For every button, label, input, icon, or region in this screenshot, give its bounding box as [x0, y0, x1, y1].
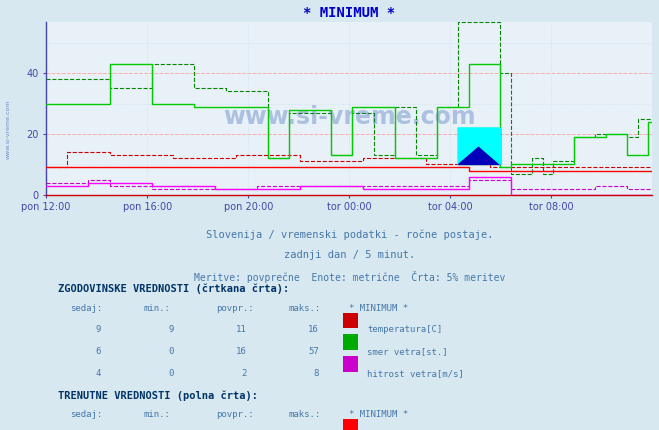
- Text: * MINIMUM *: * MINIMUM *: [349, 304, 409, 313]
- Bar: [343, 356, 358, 372]
- Polygon shape: [458, 128, 500, 164]
- Bar: [458, 128, 500, 164]
- Text: 11: 11: [235, 325, 246, 334]
- Text: min.:: min.:: [143, 304, 170, 313]
- Text: 0: 0: [168, 347, 173, 356]
- Text: Slovenija / vremenski podatki - ročne postaje.: Slovenija / vremenski podatki - ročne po…: [206, 230, 493, 240]
- Text: 8: 8: [314, 369, 319, 378]
- Text: 6: 6: [96, 347, 101, 356]
- Text: maks.:: maks.:: [289, 410, 321, 419]
- Text: min.:: min.:: [143, 410, 170, 419]
- Text: 0: 0: [168, 369, 173, 378]
- Text: TRENUTNE VREDNOSTI (polna črta):: TRENUTNE VREDNOSTI (polna črta):: [58, 390, 258, 401]
- Text: * MINIMUM *: * MINIMUM *: [349, 410, 409, 419]
- Title: * MINIMUM *: * MINIMUM *: [303, 6, 395, 20]
- Text: sedaj:: sedaj:: [71, 304, 103, 313]
- Text: 9: 9: [168, 325, 173, 334]
- Text: temperatura[C]: temperatura[C]: [368, 325, 443, 334]
- Text: www.si-vreme.com: www.si-vreme.com: [223, 105, 476, 129]
- Text: Meritve: povprečne  Enote: metrične  Črta: 5% meritev: Meritve: povprečne Enote: metrične Črta:…: [194, 271, 505, 283]
- Text: hitrost vetra[m/s]: hitrost vetra[m/s]: [368, 369, 464, 378]
- Text: zadnji dan / 5 minut.: zadnji dan / 5 minut.: [283, 250, 415, 260]
- Text: 9: 9: [96, 325, 101, 334]
- Polygon shape: [458, 128, 500, 164]
- Text: 16: 16: [235, 347, 246, 356]
- Text: 4: 4: [96, 369, 101, 378]
- Text: 16: 16: [308, 325, 319, 334]
- Text: 57: 57: [308, 347, 319, 356]
- Text: www.si-vreme.com: www.si-vreme.com: [6, 99, 11, 159]
- Bar: [343, 419, 358, 430]
- Bar: [343, 313, 358, 328]
- Text: maks.:: maks.:: [289, 304, 321, 313]
- Text: smer vetra[st.]: smer vetra[st.]: [368, 347, 448, 356]
- Text: 2: 2: [241, 369, 246, 378]
- Bar: [343, 335, 358, 350]
- Text: sedaj:: sedaj:: [71, 410, 103, 419]
- Text: povpr.:: povpr.:: [216, 410, 254, 419]
- Text: povpr.:: povpr.:: [216, 304, 254, 313]
- Polygon shape: [458, 128, 500, 164]
- Text: ZGODOVINSKE VREDNOSTI (črtkana črta):: ZGODOVINSKE VREDNOSTI (črtkana črta):: [58, 284, 289, 295]
